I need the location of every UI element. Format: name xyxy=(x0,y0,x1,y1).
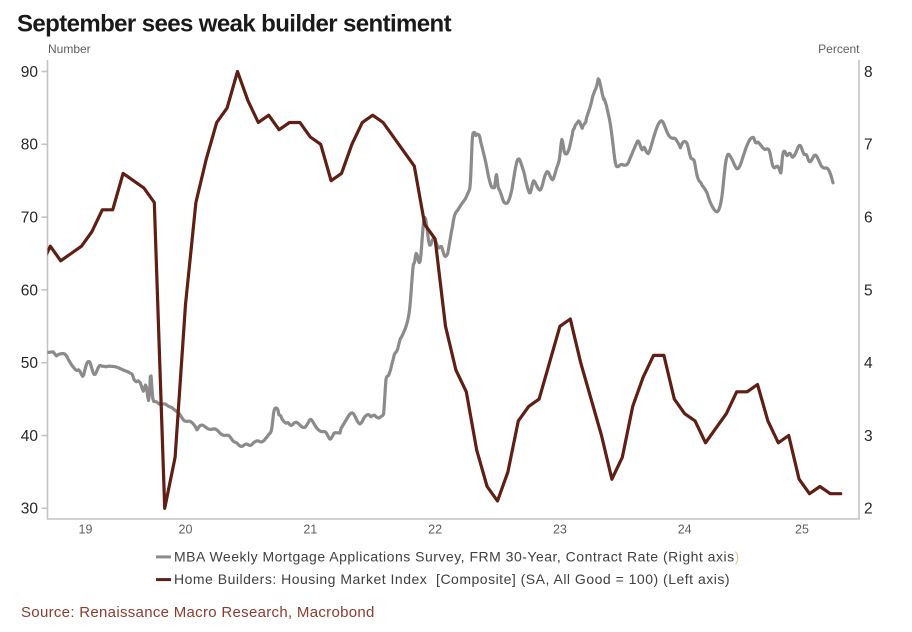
svg-text:24: 24 xyxy=(678,523,692,537)
svg-text:Source: Renaissance Macro Rese: Source: Renaissance Macro Research, Macr… xyxy=(21,604,375,621)
svg-text:20: 20 xyxy=(179,523,193,537)
svg-text:30: 30 xyxy=(21,501,39,518)
svg-text:3: 3 xyxy=(864,428,873,445)
svg-text:Number: Number xyxy=(48,42,91,56)
svg-text:40: 40 xyxy=(21,428,39,445)
svg-text:50: 50 xyxy=(21,355,39,372)
svg-text:19: 19 xyxy=(79,523,93,537)
svg-text:MBA Weekly Mortgage Applicatio: MBA Weekly Mortgage Applications Survey,… xyxy=(174,548,740,564)
svg-text:90: 90 xyxy=(21,64,39,81)
svg-text:2: 2 xyxy=(864,501,873,518)
svg-text:25: 25 xyxy=(795,523,809,537)
svg-text:80: 80 xyxy=(21,137,39,154)
svg-text:6: 6 xyxy=(864,210,873,227)
svg-text:September sees weak builder se: September sees weak builder sentiment xyxy=(17,11,452,38)
svg-text:21: 21 xyxy=(303,523,317,537)
svg-text:70: 70 xyxy=(21,210,39,227)
svg-text:7: 7 xyxy=(864,137,873,154)
svg-text:8: 8 xyxy=(864,64,873,81)
svg-text:Percent: Percent xyxy=(818,42,860,56)
svg-text:5: 5 xyxy=(864,282,873,299)
svg-text:Home Builders: Housing Market: Home Builders: Housing Market Index [Com… xyxy=(174,571,730,587)
svg-text:4: 4 xyxy=(864,355,873,372)
svg-text:23: 23 xyxy=(553,523,567,537)
svg-text:22: 22 xyxy=(428,523,442,537)
svg-text:60: 60 xyxy=(21,282,39,299)
